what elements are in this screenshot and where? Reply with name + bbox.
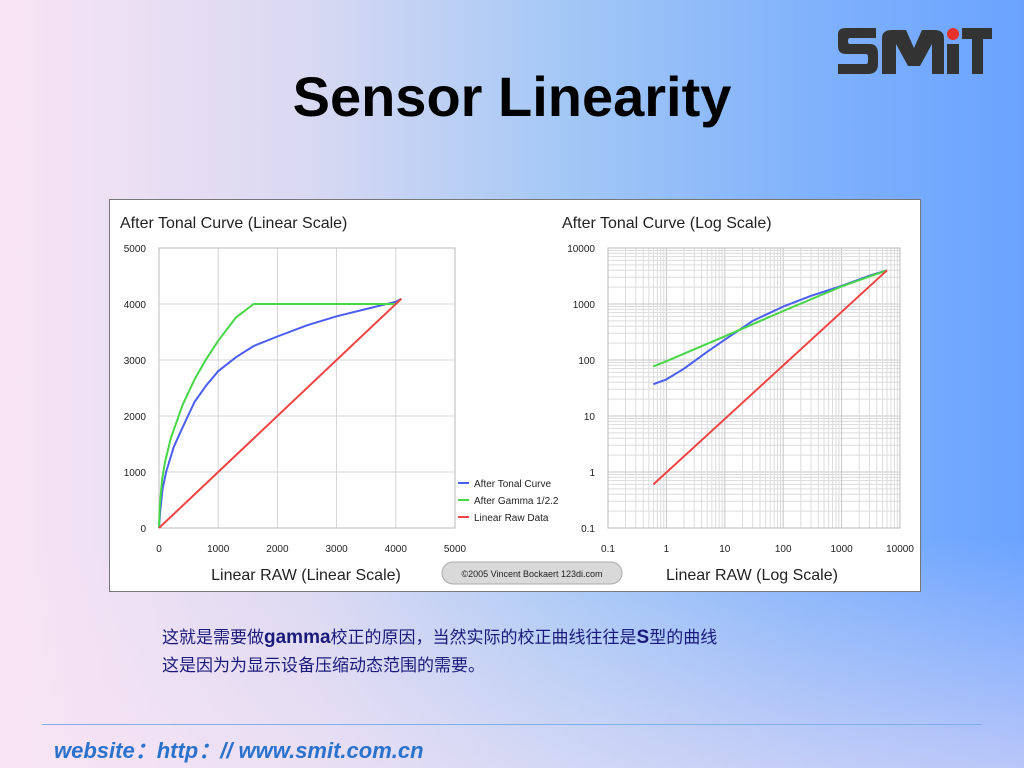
footer-divider: [42, 724, 982, 725]
chart1-series-1: [158, 297, 403, 529]
chart1-legend-label-1: After Gamma 1/2.2: [474, 496, 559, 507]
chart1-series-0: [158, 297, 402, 529]
chart2-ytick-label: 1: [589, 468, 595, 479]
chart2-ytick-label: 100: [578, 356, 595, 367]
chart1-grid: [158, 247, 456, 529]
chart1-ytick-label: 0: [140, 524, 146, 535]
chart1-legend-label-2: Linear Raw Data: [474, 513, 549, 524]
chart1-series-2: [158, 297, 403, 529]
footer-website[interactable]: website：http：// www.smit.com.cn: [54, 738, 424, 763]
chart1-ytick-label: 5000: [124, 244, 147, 255]
chart1-title: After Tonal Curve (Linear Scale): [120, 215, 347, 232]
chart2-grid: [607, 248, 900, 529]
chart2-xtick-label: 0.1: [601, 544, 615, 555]
caption-text-b: 校正的原因，当然实际的校正曲线往往是: [330, 628, 637, 648]
caption-line-1: 这就是需要做gamma校正的原因，当然实际的校正曲线往往是S型的曲线: [162, 624, 922, 652]
chart1-ytick-label: 3000: [124, 356, 147, 367]
chart1-xtick-label: 5000: [444, 544, 467, 555]
chart2-ytick-label: 1000: [573, 300, 596, 311]
caption-term-s: S: [636, 627, 650, 648]
chart1-ytick-label: 2000: [124, 412, 147, 423]
chart2-series-1: [653, 269, 888, 368]
chart2-xtick-label: 10000: [886, 544, 914, 555]
slide-title: Sensor Linearity: [292, 65, 732, 128]
chart1-xtick-label: 3000: [325, 544, 348, 555]
copyright-text: ©2005 Vincent Bockaert 123di.com: [461, 569, 602, 579]
caption: 这就是需要做gamma校正的原因，当然实际的校正曲线往往是S型的曲线 这是因为为…: [162, 624, 922, 680]
copyright-badge: ©2005 Vincent Bockaert 123di.com: [441, 561, 623, 585]
chart1-xtick-label: 1000: [207, 544, 230, 555]
caption-term-gamma: gamma: [264, 627, 331, 648]
chart2-xtick-label: 1000: [830, 544, 853, 555]
chart2-xtick-label: 1: [664, 544, 670, 555]
chart1-xlabel: Linear RAW (Linear Scale): [211, 567, 401, 584]
chart2-ytick-label: 0.1: [581, 524, 595, 535]
smit-logo: [838, 28, 992, 74]
chart2-series-2: [652, 269, 888, 486]
chart1-legend-label-0: After Tonal Curve: [474, 479, 552, 490]
chart2-title: After Tonal Curve (Log Scale): [562, 215, 772, 232]
chart-panel: After Tonal Curve (Linear Scale) 0 1000 200…: [109, 199, 921, 592]
chart1-ytick-label: 4000: [124, 300, 147, 311]
chart2-xlabel: Linear RAW (Log Scale): [666, 567, 838, 584]
copyright-badge-bg: [441, 561, 623, 585]
chart2-xtick-label: 100: [775, 544, 792, 555]
chart1-xtick-label: 4000: [385, 544, 408, 555]
chart2-plot-frame: [607, 247, 901, 529]
chart1-xtick-label: 2000: [266, 544, 289, 555]
caption-text-c: 型的曲线: [649, 628, 718, 648]
chart1-xtick-label: 0: [156, 544, 162, 555]
chart2-ytick-label: 10000: [567, 244, 595, 255]
chart1-plot-frame: [158, 247, 456, 529]
caption-line-2: 这是因为为显示设备压缩动态范围的需要。: [162, 656, 485, 676]
chart2-xtick-label: 10: [719, 544, 731, 555]
chart2-ytick-label: 10: [584, 412, 596, 423]
chart-area: After Tonal Curve (Linear Scale)0 1000 200…: [120, 215, 914, 585]
chart1-ytick-label: 1000: [124, 468, 147, 479]
caption-text-a: 这就是需要做: [162, 628, 264, 648]
